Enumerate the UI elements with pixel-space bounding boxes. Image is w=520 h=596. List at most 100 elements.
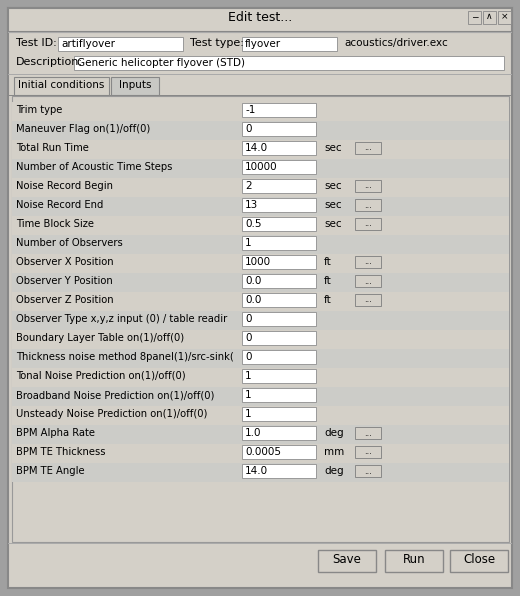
Bar xyxy=(58,37,183,51)
Text: Initial conditions: Initial conditions xyxy=(18,80,104,90)
Text: 1.0: 1.0 xyxy=(245,428,262,438)
Bar xyxy=(355,465,381,477)
Bar xyxy=(12,368,509,387)
Bar xyxy=(355,199,381,211)
Text: Observer Y Position: Observer Y Position xyxy=(16,276,113,286)
Bar xyxy=(450,550,508,572)
Bar xyxy=(242,122,316,136)
Text: ...: ... xyxy=(364,467,372,476)
Text: 10000: 10000 xyxy=(245,162,278,172)
Bar xyxy=(12,463,509,482)
Text: ...: ... xyxy=(364,429,372,437)
Bar xyxy=(12,444,509,463)
Text: ×: × xyxy=(501,12,508,21)
Bar xyxy=(242,312,316,326)
Text: sec: sec xyxy=(324,219,342,229)
Bar xyxy=(468,11,481,24)
Text: Save: Save xyxy=(333,553,361,566)
Bar xyxy=(242,37,337,51)
Text: Observer Type x,y,z input (0) / table readir: Observer Type x,y,z input (0) / table re… xyxy=(16,314,227,324)
Text: BPM Alpha Rate: BPM Alpha Rate xyxy=(16,428,95,438)
Bar xyxy=(242,236,316,250)
Bar xyxy=(12,387,509,406)
Bar xyxy=(8,32,512,33)
Bar xyxy=(498,11,511,24)
Text: −: − xyxy=(471,12,478,21)
Text: Unsteady Noise Prediction on(1)/off(0): Unsteady Noise Prediction on(1)/off(0) xyxy=(16,409,207,419)
Text: Thickness noise method 8panel(1)/src-sink(: Thickness noise method 8panel(1)/src-sin… xyxy=(16,352,234,362)
Text: 0: 0 xyxy=(245,333,252,343)
Bar xyxy=(355,142,381,154)
Text: 0.0: 0.0 xyxy=(245,276,262,286)
Text: Number of Observers: Number of Observers xyxy=(16,238,123,248)
Text: sec: sec xyxy=(324,181,342,191)
Text: 1: 1 xyxy=(245,390,252,400)
Bar xyxy=(355,256,381,268)
Bar xyxy=(12,102,509,121)
Bar xyxy=(12,140,509,159)
Bar xyxy=(355,180,381,192)
Bar xyxy=(242,217,316,231)
Bar xyxy=(12,121,509,140)
Text: ...: ... xyxy=(364,200,372,210)
Text: ...: ... xyxy=(364,448,372,457)
Text: Boundary Layer Table on(1)/off(0): Boundary Layer Table on(1)/off(0) xyxy=(16,333,184,343)
Text: Observer Z Position: Observer Z Position xyxy=(16,295,114,305)
Text: Broadband Noise Prediction on(1)/off(0): Broadband Noise Prediction on(1)/off(0) xyxy=(16,390,214,400)
Text: deg: deg xyxy=(324,428,344,438)
Text: Trim type: Trim type xyxy=(16,105,62,115)
Text: 0.5: 0.5 xyxy=(245,219,262,229)
Bar xyxy=(8,8,512,32)
Bar xyxy=(14,77,109,95)
Bar xyxy=(8,543,512,544)
Text: mm: mm xyxy=(324,447,344,457)
Bar xyxy=(242,160,316,174)
Text: deg: deg xyxy=(324,466,344,476)
Text: Inputs: Inputs xyxy=(119,80,151,90)
Bar xyxy=(318,550,376,572)
Bar xyxy=(355,218,381,230)
Text: ...: ... xyxy=(364,296,372,305)
Bar xyxy=(74,56,504,70)
Bar xyxy=(242,179,316,193)
Bar xyxy=(242,369,316,383)
Bar xyxy=(355,446,381,458)
Bar xyxy=(355,427,381,439)
Bar xyxy=(242,141,316,155)
Bar xyxy=(242,103,316,117)
Text: Tonal Noise Prediction on(1)/off(0): Tonal Noise Prediction on(1)/off(0) xyxy=(16,371,186,381)
Bar xyxy=(12,197,509,216)
Text: Time Block Size: Time Block Size xyxy=(16,219,94,229)
Bar xyxy=(242,293,316,307)
Bar xyxy=(12,425,509,444)
Bar xyxy=(12,311,509,330)
Text: 2: 2 xyxy=(245,181,252,191)
Text: 1: 1 xyxy=(245,409,252,419)
Text: 0: 0 xyxy=(245,314,252,324)
Bar xyxy=(385,550,443,572)
Bar xyxy=(242,350,316,364)
Text: Description:: Description: xyxy=(16,57,83,67)
Text: Edit test...: Edit test... xyxy=(228,11,292,24)
Text: ...: ... xyxy=(364,257,372,266)
Text: 0.0: 0.0 xyxy=(245,295,262,305)
Text: Total Run Time: Total Run Time xyxy=(16,143,89,153)
Bar xyxy=(8,74,512,75)
Text: flyover: flyover xyxy=(245,39,281,49)
Bar xyxy=(12,349,509,368)
Bar xyxy=(12,216,509,235)
Text: -1: -1 xyxy=(245,105,255,115)
Text: 14.0: 14.0 xyxy=(245,143,268,153)
Text: ...: ... xyxy=(364,277,372,285)
Text: 14.0: 14.0 xyxy=(245,466,268,476)
Bar xyxy=(242,274,316,288)
Bar xyxy=(12,254,509,273)
Text: ∧: ∧ xyxy=(486,12,493,21)
Text: Run: Run xyxy=(402,553,425,566)
Bar xyxy=(8,95,512,96)
Text: artiflyover: artiflyover xyxy=(61,39,115,49)
Bar xyxy=(12,330,509,349)
Text: acoustics/driver.exc: acoustics/driver.exc xyxy=(344,38,448,48)
Text: ...: ... xyxy=(364,144,372,153)
Bar xyxy=(242,388,316,402)
